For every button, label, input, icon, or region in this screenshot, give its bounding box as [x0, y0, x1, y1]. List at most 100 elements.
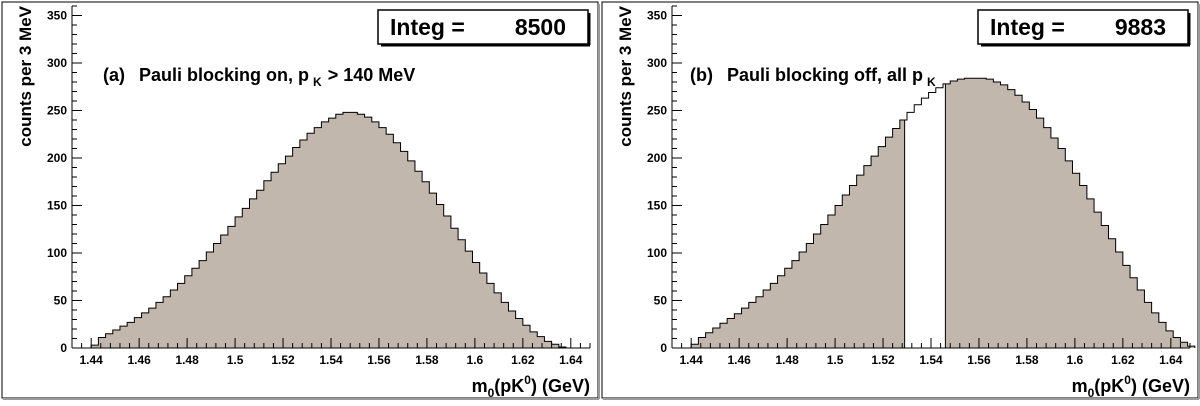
histogram-bar [871, 156, 879, 348]
x-tick-label: 1.48 [175, 353, 199, 367]
histogram-bar [501, 302, 509, 348]
y-tick-label: 250 [647, 104, 667, 118]
histogram-bar [429, 193, 437, 348]
histogram-bar [350, 112, 358, 349]
histogram-bar [465, 251, 473, 348]
histogram-bar [364, 117, 373, 349]
histogram-bar [1086, 198, 1095, 348]
histogram-bar [856, 175, 865, 348]
x-axis-label-superscript: 0 [1124, 373, 1131, 387]
histogram-bar [1187, 346, 1196, 348]
histogram-bar [407, 160, 416, 348]
histogram-bar [271, 172, 279, 348]
histogram-bar [400, 151, 409, 348]
histogram-bar [993, 82, 1001, 348]
histogram-bar [472, 262, 480, 348]
x-tick-label: 1.5 [827, 353, 844, 367]
histogram-bar [827, 215, 836, 348]
histogram-bar [148, 308, 157, 348]
histogram-bar [705, 332, 714, 348]
x-axis-label-prefix: m [1072, 376, 1088, 396]
histogram-bar [263, 180, 272, 348]
y-tick-label: 50 [54, 294, 68, 308]
x-tick-label: 1.44 [80, 353, 104, 367]
histogram-bars [691, 78, 1196, 349]
histogram-bar [328, 118, 337, 348]
histogram-bar [950, 81, 958, 349]
histogram-bar [155, 302, 164, 348]
histogram-bar [285, 156, 293, 348]
chart-title: (b) Pauli blocking off, all p K [690, 65, 936, 89]
chart-panel-b: 0 50 100 150 200 250 300 350 1.44 1.46 1.48 1.5 1.52… [601, 1, 1200, 400]
histogram-bar [820, 224, 829, 348]
title-subscript: K [927, 75, 936, 89]
histogram-bar [378, 127, 387, 348]
histogram-bar [393, 142, 401, 348]
histogram-bar [307, 133, 315, 348]
x-axis-label-middle: (pK [494, 376, 524, 396]
histogram-bar [1137, 290, 1145, 348]
y-tick-label: 150 [647, 199, 667, 213]
y-tick-label: 300 [647, 56, 667, 70]
histogram-bar [299, 139, 308, 348]
histogram-bar [213, 243, 221, 348]
histogram-bar [105, 333, 114, 348]
histogram-bar [321, 121, 329, 349]
stats-value: 9883 [1115, 14, 1166, 40]
histogram-bar [414, 171, 423, 348]
histogram-bar [835, 205, 843, 348]
histogram-bar [1036, 118, 1045, 348]
histogram-bar [342, 112, 351, 349]
histogram-bar [1000, 84, 1009, 348]
histogram-bar [1043, 127, 1052, 348]
y-tick-label: 0 [60, 341, 67, 355]
histogram-bar [522, 325, 531, 348]
panel-label: (b) [690, 65, 713, 85]
histogram-bar [127, 322, 135, 348]
histogram-bar [799, 252, 807, 348]
histogram-bar [1065, 160, 1073, 348]
histogram-bar [1158, 322, 1167, 348]
histogram-bar [199, 260, 207, 348]
histogram-bar [892, 128, 901, 348]
title-main: Pauli blocking on, p [139, 65, 309, 85]
stats-label: Integ = [390, 14, 465, 40]
histogram-bar [494, 292, 502, 348]
histogram-bar [806, 243, 814, 348]
y-tick-label: 350 [647, 9, 667, 23]
histogram-bar [371, 121, 380, 349]
stats-box [977, 9, 1189, 45]
histogram-bar [1014, 95, 1023, 348]
x-axis-label-superscript: 0 [524, 373, 531, 387]
x-axis-label: m0(pK0) (GeV) [472, 373, 590, 400]
histogram-outline [690, 77, 1196, 348]
histogram-bar [813, 234, 821, 348]
histogram-bar [727, 318, 735, 348]
histogram-bar [357, 114, 365, 348]
x-tick-label: 1.46 [127, 353, 151, 367]
x-tick-label: 1.54 [919, 353, 943, 367]
panel-label: (a) [103, 65, 125, 85]
histogram-bar [741, 308, 750, 348]
histogram-bar [206, 252, 214, 348]
histogram-bar [698, 337, 706, 348]
histogram-bar [91, 345, 99, 348]
x-tick-label: 1.6 [467, 353, 484, 367]
histogram-bar [170, 290, 178, 348]
x-tick-label: 1.56 [367, 353, 391, 367]
y-tick-label: 250 [47, 104, 67, 118]
histogram-bar [479, 272, 488, 348]
histogram-bar [986, 79, 994, 349]
histogram-bar [748, 302, 757, 348]
histogram-bar [784, 268, 793, 348]
x-tick-label: 1.64 [1159, 353, 1183, 367]
x-axis-label-suffix: ) (GeV) [1131, 376, 1190, 396]
y-tick-label: 100 [47, 246, 67, 260]
histogram-bar [141, 312, 150, 348]
histogram-bar [971, 78, 980, 348]
histogram-bar [1101, 225, 1109, 348]
histogram-bar [849, 185, 857, 348]
histogram-bar [278, 163, 286, 348]
y-tick-label: 200 [47, 151, 67, 165]
